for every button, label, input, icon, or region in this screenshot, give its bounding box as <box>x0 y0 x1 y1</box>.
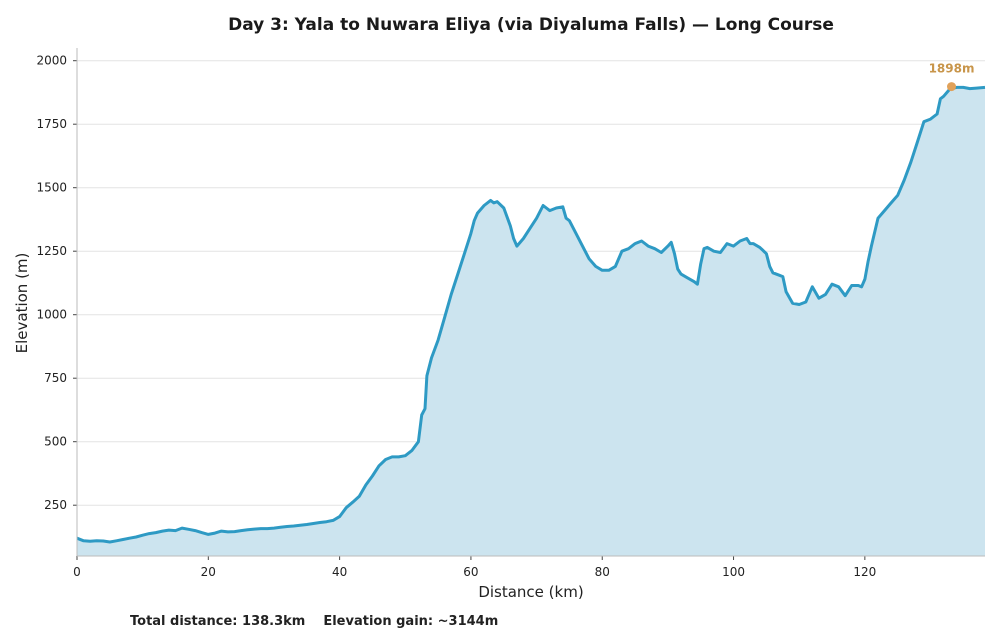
y-tick-label: 1000 <box>36 308 67 322</box>
x-tick-label: 60 <box>463 565 478 579</box>
route-summary: Total distance: 138.3km Elevation gain: ~… <box>130 614 516 629</box>
y-tick-label: 750 <box>44 371 67 385</box>
peak-marker <box>947 82 957 92</box>
x-tick-label: 80 <box>595 565 610 579</box>
y-tick-label: 250 <box>44 498 67 512</box>
y-tick-label: 1250 <box>36 244 67 258</box>
x-tick-label: 40 <box>332 565 347 579</box>
y-axis-label: Elevation (m) <box>13 253 31 354</box>
x-tick-label: 20 <box>201 565 216 579</box>
elevation-line <box>76 85 986 544</box>
y-tick-label: 1750 <box>36 117 67 131</box>
y-tick-label: 2000 <box>36 54 67 68</box>
x-axis-label: Distance (km) <box>478 583 583 601</box>
x-tick-label: 100 <box>722 565 745 579</box>
peak-label: 1898m <box>929 62 975 76</box>
tick-labels: 250 500 750 1000 1250 1500 1750 2000 0 20 40 60 80 10… <box>36 54 876 579</box>
elevation-gain: Elevation gain: ~3144m <box>323 614 499 629</box>
total-distance: Total distance: 138.3km <box>130 614 306 629</box>
elevation-area <box>77 87 985 557</box>
x-tick-label: 120 <box>853 565 876 579</box>
x-tick-label: 0 <box>73 565 81 579</box>
y-tick-label: 1500 <box>36 181 67 195</box>
chart-title: Day 3: Yala to Nuwara Eliya (via Diyalum… <box>228 15 834 35</box>
axes <box>73 48 985 560</box>
y-tick-label: 500 <box>44 435 67 449</box>
